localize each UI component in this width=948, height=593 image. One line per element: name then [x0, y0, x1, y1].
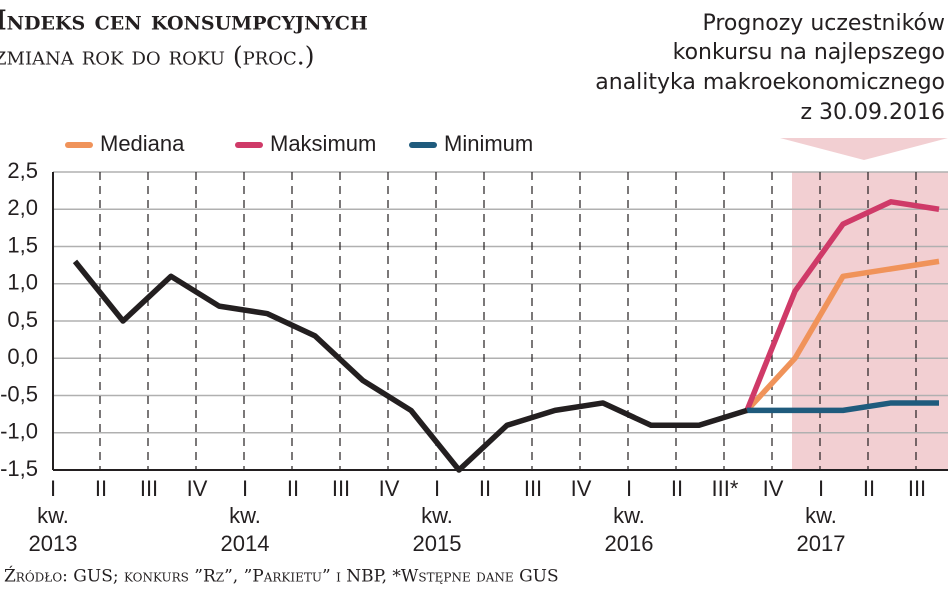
x-tick-label: II [95, 476, 107, 501]
cpi-line [72, 259, 748, 473]
y-tick-label: 0,5 [7, 307, 38, 332]
y-tick-label: -1,0 [0, 419, 38, 444]
year-prefix: kw. [805, 503, 837, 528]
x-tick-label: I [242, 476, 248, 501]
legend-label: Minimum [444, 131, 533, 156]
chart-subtitle: zmiana rok do roku (proc.) [0, 42, 314, 71]
x-tick-label: IV [763, 476, 784, 501]
year-prefix: kw. [229, 503, 261, 528]
x-tick-label: IV [187, 476, 208, 501]
year-label: 2015 [413, 531, 462, 556]
year-prefix: kw. [613, 503, 645, 528]
year-prefix: kw. [37, 503, 69, 528]
series-line [747, 400, 939, 414]
chart-title: Indeks cen konsumpcyjnych [0, 6, 368, 37]
year-label: 2013 [29, 531, 78, 556]
x-tick-label: I [818, 476, 824, 501]
source: Źródło: GUS; konkurs ”Rz”, ”Parkietu” i … [4, 566, 559, 587]
x-tick-label: III [908, 476, 926, 501]
series-line [744, 258, 940, 413]
x-tick-label: II [863, 476, 875, 501]
year-prefix: kw. [421, 503, 453, 528]
x-tick-label: III [524, 476, 542, 501]
annotation: z 30.09.2016 [800, 100, 945, 125]
y-tick-label: 1,5 [7, 232, 38, 257]
y-tick-label: 1,0 [7, 270, 38, 295]
y-tick-label: 0,0 [7, 344, 38, 369]
x-tick-label: I [434, 476, 440, 501]
annotation: Prognozy uczestników [702, 11, 945, 36]
arrow [780, 138, 948, 160]
x-tick-label: III [332, 476, 350, 501]
y-tick-label: -0,5 [0, 381, 38, 406]
x-tick-label: III* [712, 476, 739, 501]
legend-label: Maksimum [270, 131, 376, 156]
y-tick-label: -1,5 [0, 456, 38, 481]
x-tick-label: IV [379, 476, 400, 501]
year-label: 2014 [221, 531, 270, 556]
y-tick-label: 2,0 [7, 195, 38, 220]
legend-label: Mediana [100, 131, 185, 156]
annotation: konkursu na najlepszego [673, 40, 945, 65]
x-tick-label: I [50, 476, 56, 501]
y-tick-label: 2,5 [7, 158, 38, 183]
x-tick-label: III [140, 476, 158, 501]
year-label: 2017 [797, 531, 846, 556]
annotation: analityka makroekonomicznego [595, 70, 945, 95]
x-tick-label: I [626, 476, 632, 501]
x-tick-label: II [287, 476, 299, 501]
x-tick-label: IV [571, 476, 592, 501]
x-tick-label: II [479, 476, 491, 501]
x-tick-label: II [671, 476, 683, 501]
year-label: 2016 [605, 531, 654, 556]
series-line [744, 199, 940, 412]
